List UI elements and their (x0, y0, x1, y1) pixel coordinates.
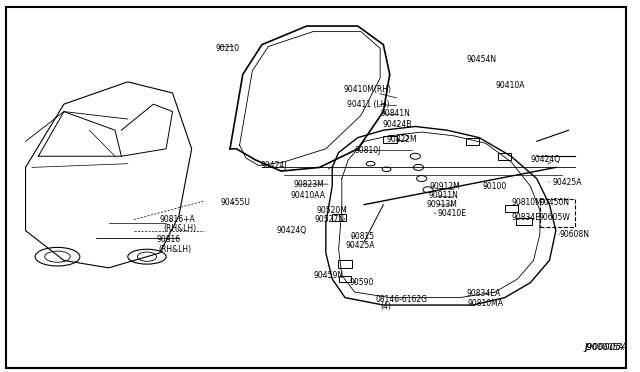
Ellipse shape (423, 187, 433, 193)
Text: 90834E: 90834E (511, 213, 540, 222)
Text: 90450N: 90450N (540, 198, 570, 207)
Text: 90454N: 90454N (467, 55, 497, 64)
Bar (467, 138, 479, 145)
Text: 90410E: 90410E (438, 209, 467, 218)
Bar (516, 218, 532, 225)
Text: 90210: 90210 (216, 44, 240, 53)
Text: 90913M: 90913M (426, 200, 457, 209)
Text: (RH&LH): (RH&LH) (159, 245, 191, 254)
Bar (499, 153, 511, 160)
Text: 90100: 90100 (483, 182, 507, 190)
Ellipse shape (366, 161, 375, 166)
Text: 90815: 90815 (350, 232, 374, 241)
Bar (338, 260, 352, 268)
Bar (505, 205, 518, 212)
Ellipse shape (397, 134, 408, 141)
Text: 90810MA: 90810MA (468, 299, 504, 308)
Text: 90459N: 90459N (313, 271, 343, 280)
Bar (332, 214, 346, 221)
Ellipse shape (417, 176, 427, 182)
Text: 90424B: 90424B (382, 120, 412, 129)
Text: J900005A: J900005A (584, 343, 625, 352)
Text: 90411 (LH): 90411 (LH) (347, 100, 389, 109)
Text: 90822M: 90822M (387, 135, 417, 144)
Text: 90911N: 90911N (428, 191, 458, 200)
Text: 90424Q: 90424Q (531, 155, 561, 164)
Text: 90810J: 90810J (355, 146, 381, 155)
Text: 90841N: 90841N (380, 109, 410, 118)
Text: 90425A: 90425A (553, 178, 582, 187)
Text: 90424Q: 90424Q (276, 226, 306, 235)
Text: 90823M: 90823M (294, 180, 324, 189)
Text: 90410M(RH): 90410M(RH) (344, 85, 392, 94)
Text: 90816: 90816 (157, 235, 180, 244)
Text: 90425A: 90425A (345, 241, 374, 250)
Text: 90834EA: 90834EA (467, 289, 500, 298)
Ellipse shape (382, 167, 391, 171)
Bar (540, 199, 575, 227)
Text: 90455U: 90455U (220, 198, 250, 207)
Ellipse shape (413, 164, 424, 170)
Text: (4): (4) (381, 302, 392, 311)
Bar (339, 276, 351, 282)
Text: 90608N: 90608N (559, 230, 589, 239)
Ellipse shape (410, 153, 420, 159)
Text: 90410A: 90410A (495, 81, 525, 90)
Text: 90810M: 90810M (511, 198, 542, 207)
Bar (383, 136, 397, 143)
Text: (RH&LH): (RH&LH) (163, 224, 196, 233)
Text: 08146-6162G: 08146-6162G (376, 295, 428, 304)
Text: 90527N: 90527N (314, 215, 344, 224)
Text: 90424J: 90424J (260, 161, 287, 170)
Text: 90816+A: 90816+A (160, 215, 195, 224)
Text: 90605W: 90605W (539, 213, 570, 222)
Text: 90520M: 90520M (317, 206, 348, 215)
Text: J900005A: J900005A (584, 343, 628, 352)
Text: 90410AA: 90410AA (291, 191, 326, 200)
Text: 90590: 90590 (349, 278, 374, 287)
Text: 90912M: 90912M (430, 182, 461, 190)
